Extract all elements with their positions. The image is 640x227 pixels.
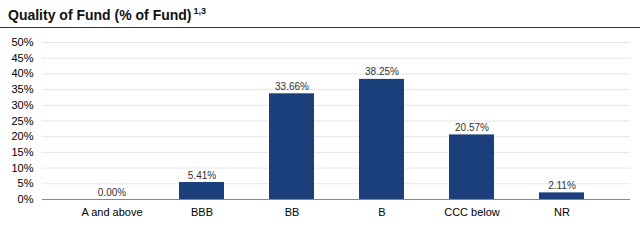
- svg-text:30%: 30%: [11, 98, 33, 110]
- svg-text:0%: 0%: [18, 193, 34, 205]
- svg-text:35%: 35%: [11, 83, 33, 95]
- svg-text:0.00%: 0.00%: [98, 186, 126, 197]
- svg-text:BB: BB: [285, 206, 300, 218]
- svg-text:10%: 10%: [11, 161, 33, 173]
- html-text:Quality of Fund (% of Fund)1,3: Quality of Fund (% of Fund)1,3: [8, 6, 206, 23]
- svg-text:33.66%: 33.66%: [275, 80, 309, 91]
- svg-text:20.57%: 20.57%: [455, 122, 489, 133]
- svg-text:20%: 20%: [11, 130, 33, 142]
- svg-text:15%: 15%: [11, 146, 33, 158]
- svg-text:25%: 25%: [11, 114, 33, 126]
- svg-text:BBB: BBB: [191, 206, 213, 218]
- svg-text:50%: 50%: [11, 36, 33, 48]
- svg-text:A and above: A and above: [81, 206, 142, 218]
- svg-text:2.11%: 2.11%: [548, 180, 576, 191]
- svg-text:45%: 45%: [11, 51, 33, 63]
- svg-text:CCC below: CCC below: [444, 206, 500, 218]
- svg-text:38.25%: 38.25%: [365, 66, 399, 77]
- svg-text:5.41%: 5.41%: [188, 169, 216, 180]
- svg-text:B: B: [378, 206, 385, 218]
- svg-text:5%: 5%: [18, 177, 34, 189]
- svg-text:40%: 40%: [11, 67, 33, 79]
- svg-text:NR: NR: [554, 206, 570, 218]
